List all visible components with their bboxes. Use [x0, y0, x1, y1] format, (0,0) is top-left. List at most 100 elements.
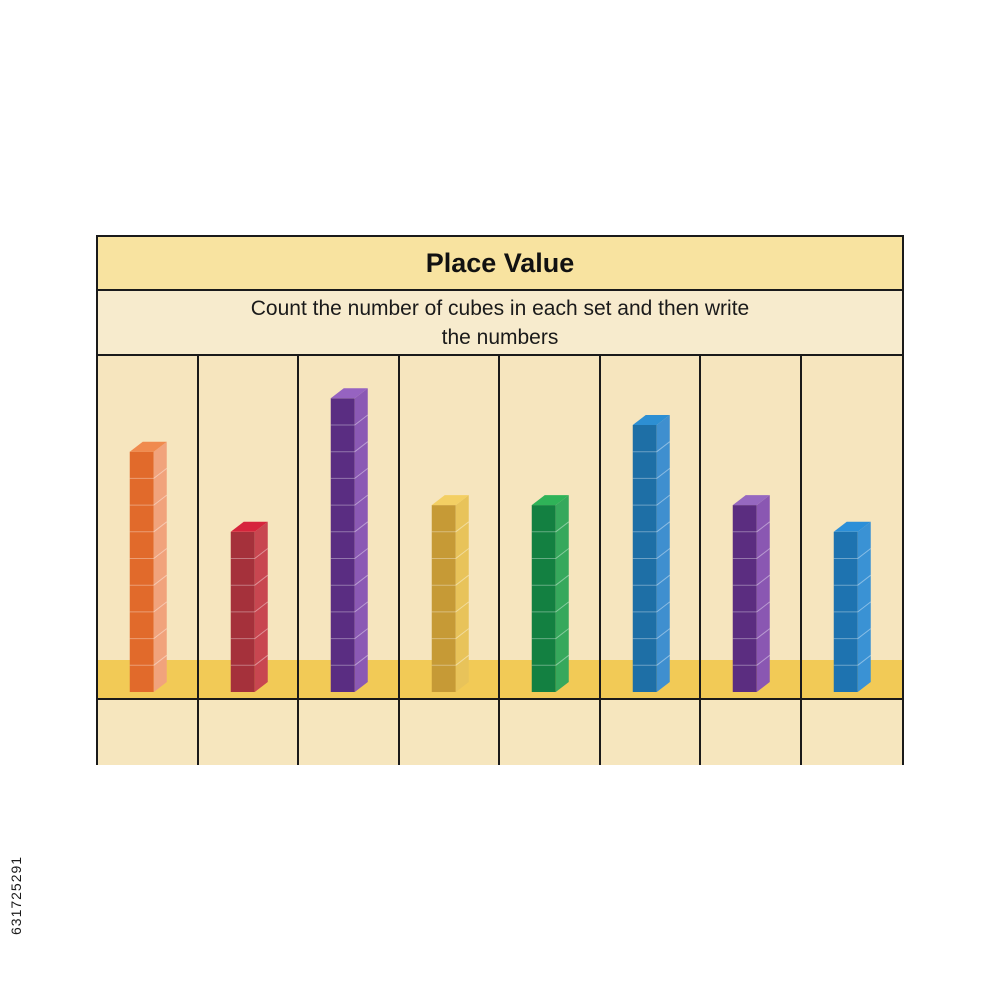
- cube-column: [198, 356, 299, 698]
- cube-divider: [153, 601, 168, 613]
- cube-divider: [555, 601, 570, 613]
- tower-side-face: [354, 388, 368, 692]
- tower-front-face: [129, 451, 154, 692]
- answer-box[interactable]: [500, 700, 601, 765]
- cube-tower: [632, 415, 670, 692]
- cube-divider: [454, 521, 469, 533]
- answer-box[interactable]: [299, 700, 400, 765]
- cube-divider: [756, 574, 771, 586]
- worksheet-title: Place Value: [98, 237, 902, 291]
- cube-divider: [856, 601, 871, 613]
- tower-top-face: [230, 521, 268, 532]
- cube-divider: [856, 654, 871, 666]
- cube-divider: [756, 654, 771, 666]
- cube-divider: [253, 548, 268, 559]
- tower-side-face: [254, 521, 268, 692]
- cube-tower: [732, 495, 771, 692]
- cube-divider: [253, 574, 268, 586]
- cube-divider: [354, 548, 369, 559]
- cube-divider: [354, 521, 369, 533]
- cube-divider: [454, 548, 469, 559]
- cube-divider: [655, 494, 670, 506]
- cube-divider: [555, 654, 570, 666]
- tower-top-face: [531, 495, 569, 506]
- cube-divider: [655, 654, 670, 666]
- cube-divider: [655, 628, 670, 639]
- tower-side-face: [455, 495, 469, 692]
- tower-top-face: [129, 441, 167, 452]
- answer-box[interactable]: [801, 700, 902, 765]
- answer-box[interactable]: [198, 700, 299, 765]
- cube-column: [299, 356, 400, 698]
- answer-box[interactable]: [600, 700, 701, 765]
- cube-divider: [354, 494, 369, 506]
- cube-divider: [655, 548, 670, 559]
- cube-column: [98, 356, 199, 698]
- tower-top-face: [732, 495, 770, 506]
- cube-divider: [153, 628, 168, 639]
- cube-divider: [555, 574, 570, 586]
- tower-side-face: [857, 521, 871, 692]
- cube-divider: [856, 548, 871, 559]
- cube-divider: [454, 601, 469, 613]
- cube-divider: [354, 574, 369, 586]
- cube-tower: [330, 388, 369, 692]
- cube-divider: [454, 574, 469, 586]
- tower-top-face: [632, 415, 670, 425]
- cube-tower: [833, 521, 871, 692]
- cube-divider: [354, 654, 369, 666]
- cube-divider: [253, 628, 268, 639]
- answer-box[interactable]: [399, 700, 500, 765]
- tower-front-face: [632, 425, 657, 692]
- cube-tower: [531, 495, 570, 692]
- answer-box[interactable]: [98, 700, 199, 765]
- cube-divider: [253, 601, 268, 613]
- cube-divider: [153, 494, 168, 506]
- cube-divider: [354, 628, 369, 639]
- tower-top-face: [431, 495, 469, 506]
- cube-divider: [756, 548, 771, 559]
- answer-box[interactable]: [701, 700, 802, 765]
- tower-front-face: [732, 505, 757, 692]
- cube-divider: [856, 574, 871, 586]
- cube-columns: [98, 356, 902, 698]
- tower-side-face: [153, 441, 167, 692]
- place-value-worksheet: Place Value Count the number of cubes in…: [96, 235, 904, 765]
- cube-tower: [431, 495, 469, 692]
- cube-divider: [655, 468, 670, 479]
- cube-divider: [454, 654, 469, 666]
- cube-divider: [354, 441, 369, 453]
- tower-side-face: [555, 495, 569, 692]
- stock-id-watermark: 631725291: [8, 855, 24, 935]
- cube-divider: [555, 548, 570, 559]
- cube-divider: [756, 601, 771, 613]
- tower-top-face: [833, 521, 871, 532]
- cube-divider: [153, 548, 168, 559]
- tower-front-face: [230, 531, 255, 692]
- cube-column: [801, 356, 902, 698]
- tower-front-face: [330, 398, 355, 692]
- cube-divider: [354, 468, 369, 479]
- cube-tower: [129, 441, 168, 692]
- cube-column: [701, 356, 802, 698]
- cube-divider: [655, 574, 670, 586]
- cube-divider: [756, 628, 771, 639]
- cube-divider: [655, 521, 670, 533]
- cube-divider: [454, 628, 469, 639]
- cube-divider: [153, 521, 168, 533]
- tower-front-face: [431, 505, 456, 692]
- cube-column: [600, 356, 701, 698]
- tower-front-face: [531, 505, 556, 692]
- cube-tower: [230, 521, 268, 692]
- tower-side-face: [756, 495, 770, 692]
- cube-divider: [354, 414, 369, 426]
- cube-column: [500, 356, 601, 698]
- cube-divider: [153, 468, 168, 479]
- cube-divider: [555, 628, 570, 639]
- cube-divider: [555, 521, 570, 533]
- cube-column: [399, 356, 500, 698]
- answer-row: [98, 698, 902, 765]
- cube-divider: [354, 601, 369, 613]
- tower-front-face: [833, 531, 858, 692]
- tower-top-face: [330, 388, 368, 399]
